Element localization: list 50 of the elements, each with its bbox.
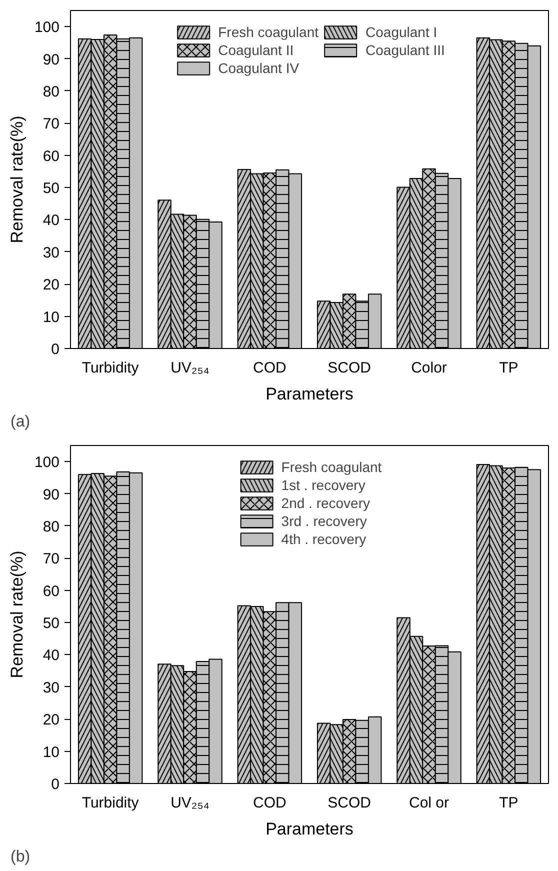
text: (a) [10, 414, 30, 430]
legend-label: 2nd . recovery [281, 495, 370, 511]
x-tick-label: Color [411, 360, 447, 376]
legend-label: 4th . recovery [281, 531, 366, 547]
y-tick-label: 30 [42, 244, 60, 262]
x-tick-label: UV₂₅₄ [170, 794, 210, 812]
y-tick-label: 10 [42, 308, 60, 326]
y-tick-label: 100 [34, 19, 60, 36]
legend-label: 1st . recovery [281, 477, 366, 493]
x-axis-title: Parameters [266, 820, 354, 838]
x-tick-label: COD [253, 794, 286, 812]
y-tick-label: 70 [42, 116, 60, 133]
y-axis-title: Removal rate(%) [7, 116, 26, 244]
x-tick-label: COD [253, 360, 286, 376]
y-tick-label: 10 [42, 744, 60, 761]
x-tick-label: Turbidity [82, 794, 140, 812]
legend-label: Fresh coagulant [218, 24, 319, 40]
y-tick-label: 20 [42, 276, 60, 294]
y-tick-label: 20 [42, 712, 60, 729]
y-tick-label: 90 [42, 486, 60, 504]
y-tick-label: 60 [42, 148, 60, 165]
legend-label: Fresh coagulant [281, 459, 382, 475]
x-tick-label: Col or [408, 794, 450, 812]
y-tick-label: 30 [42, 679, 60, 696]
y-tick-label: 40 [42, 212, 60, 230]
x-tick-label: SCOD [328, 794, 372, 812]
y-tick-label: 100 [34, 454, 60, 472]
legend-label: Coagulant III [366, 42, 445, 58]
x-tick-label: TP [499, 360, 518, 376]
x-tick-label: SCOD [328, 360, 372, 376]
y-tick-label: 0 [51, 776, 60, 793]
y-tick-label: 60 [42, 582, 60, 600]
legend-label: 3rd . recovery [281, 513, 367, 529]
x-tick-label: UV₂₅₄ [170, 360, 210, 376]
y-tick-label: 90 [42, 51, 60, 68]
x-tick-label: TP [499, 794, 518, 812]
y-tick-label: 50 [42, 180, 60, 198]
legend-label: Coagulant IV [218, 60, 300, 76]
y-tick-label: 80 [42, 518, 60, 536]
y-tick-label: 40 [42, 647, 60, 664]
y-tick-label: 50 [42, 615, 60, 632]
y-tick-label: 80 [42, 83, 60, 100]
legend-label: Coagulant II [218, 42, 294, 58]
x-tick-label: Turbidity [82, 360, 140, 376]
y-axis-title: Removal rate(%) [7, 550, 26, 678]
legend-label: Coagulant I [366, 24, 438, 40]
x-axis-title: Parameters [266, 384, 354, 404]
y-tick-label: 70 [42, 550, 60, 568]
y-tick-label: 0 [51, 341, 60, 358]
text: (b) [10, 848, 30, 866]
